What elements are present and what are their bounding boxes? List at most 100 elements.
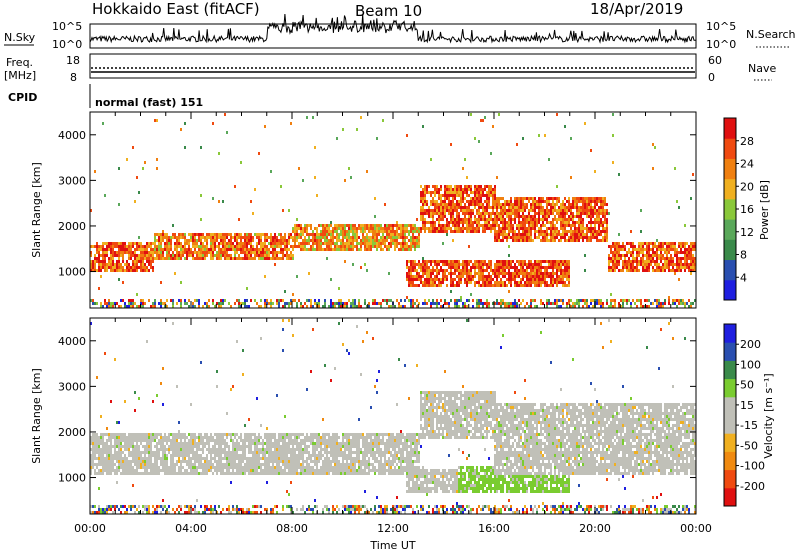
power-cell — [682, 266, 684, 269]
power-cell — [264, 248, 266, 251]
power-cell — [674, 302, 676, 305]
power-cell — [500, 305, 502, 308]
power-cell — [382, 239, 384, 242]
power-cell — [476, 197, 478, 200]
power-cell — [444, 275, 446, 278]
velocity-cell — [182, 442, 184, 445]
velocity-cell — [152, 505, 154, 508]
power-cell — [146, 245, 148, 248]
power-cell — [118, 263, 120, 266]
velocity-cell — [102, 445, 104, 448]
power-cell — [608, 266, 610, 269]
power-cell — [422, 224, 424, 227]
power-cell — [582, 206, 584, 209]
power-cell — [120, 251, 122, 254]
power-cell — [120, 242, 122, 245]
velocity-cell — [124, 400, 126, 403]
power-cell — [468, 206, 470, 209]
power-cell — [622, 302, 624, 305]
power-cell — [426, 278, 428, 281]
velocity-cell — [136, 442, 138, 445]
power-cell — [246, 245, 248, 248]
velocity-cell — [102, 436, 104, 439]
velocity-cell — [136, 457, 138, 460]
power-cell — [164, 248, 166, 251]
power-cell — [690, 302, 692, 305]
power-cell — [480, 203, 482, 206]
power-cell — [516, 203, 518, 206]
power-cell — [328, 224, 330, 227]
power-cell — [502, 263, 504, 266]
power-cell — [630, 260, 632, 263]
power-cell — [432, 302, 434, 305]
power-cell — [614, 260, 616, 263]
power-cell — [630, 230, 632, 233]
velocity-cell — [190, 469, 192, 472]
velocity-cell — [106, 508, 108, 511]
velocity-cell — [180, 439, 182, 442]
power-cell — [658, 242, 660, 245]
power-cell — [462, 224, 464, 227]
power-cell — [494, 284, 496, 287]
power-cell — [170, 257, 172, 260]
power-cell — [508, 230, 510, 233]
nsky-label: N.Sky — [4, 31, 36, 44]
power-cell — [322, 227, 324, 230]
power-cell — [442, 275, 444, 278]
power-cell — [374, 224, 376, 227]
power-cell — [686, 263, 688, 266]
power-cell — [502, 275, 504, 278]
power-cell — [494, 206, 496, 209]
power-cell — [440, 230, 442, 233]
power-cell — [644, 269, 646, 272]
velocity-cell — [184, 460, 186, 463]
velocity-cell — [200, 460, 202, 463]
power-cell — [386, 236, 388, 239]
power-cell — [292, 245, 294, 248]
power-cell — [394, 239, 396, 242]
power-cell — [460, 194, 462, 197]
power-cell — [584, 236, 586, 239]
power-cell — [654, 242, 656, 245]
power-cell — [538, 203, 540, 206]
velocity-cell — [126, 508, 128, 511]
power-cell — [688, 263, 690, 266]
power-cell — [304, 245, 306, 248]
power-cell — [512, 239, 514, 242]
power-cell — [450, 143, 452, 146]
power-cell — [456, 200, 458, 203]
velocity-cell — [198, 460, 200, 463]
power-cell — [194, 257, 196, 260]
velocity-cell — [174, 463, 176, 466]
power-cell — [304, 248, 306, 251]
power-cell — [360, 266, 362, 269]
velocity-cell — [146, 466, 148, 469]
power-echo-cells — [90, 113, 696, 308]
power-cell — [308, 236, 310, 239]
power-cell — [668, 248, 670, 251]
velocity-cell — [94, 448, 96, 451]
velocity-cell — [144, 454, 146, 457]
power-cell — [358, 248, 360, 251]
velocity-cell — [162, 466, 164, 469]
power-cell — [468, 215, 470, 218]
power-cell — [558, 212, 560, 215]
power-cell — [478, 209, 480, 212]
power-cell — [450, 281, 452, 284]
velocity-cell — [198, 457, 200, 460]
power-cell — [602, 230, 604, 233]
power-cell — [494, 239, 496, 242]
power-cell — [318, 224, 320, 227]
power-cell — [446, 233, 448, 236]
power-cell — [234, 239, 236, 242]
velocity-cell — [128, 466, 130, 469]
velocity-cell — [136, 439, 138, 442]
power-cell — [528, 200, 530, 203]
power-cell — [258, 254, 260, 257]
power-cell — [196, 239, 198, 242]
power-cell — [222, 245, 224, 248]
power-cell — [518, 230, 520, 233]
power-cell — [672, 245, 674, 248]
power-cell — [606, 299, 608, 302]
power-cell — [302, 242, 304, 245]
